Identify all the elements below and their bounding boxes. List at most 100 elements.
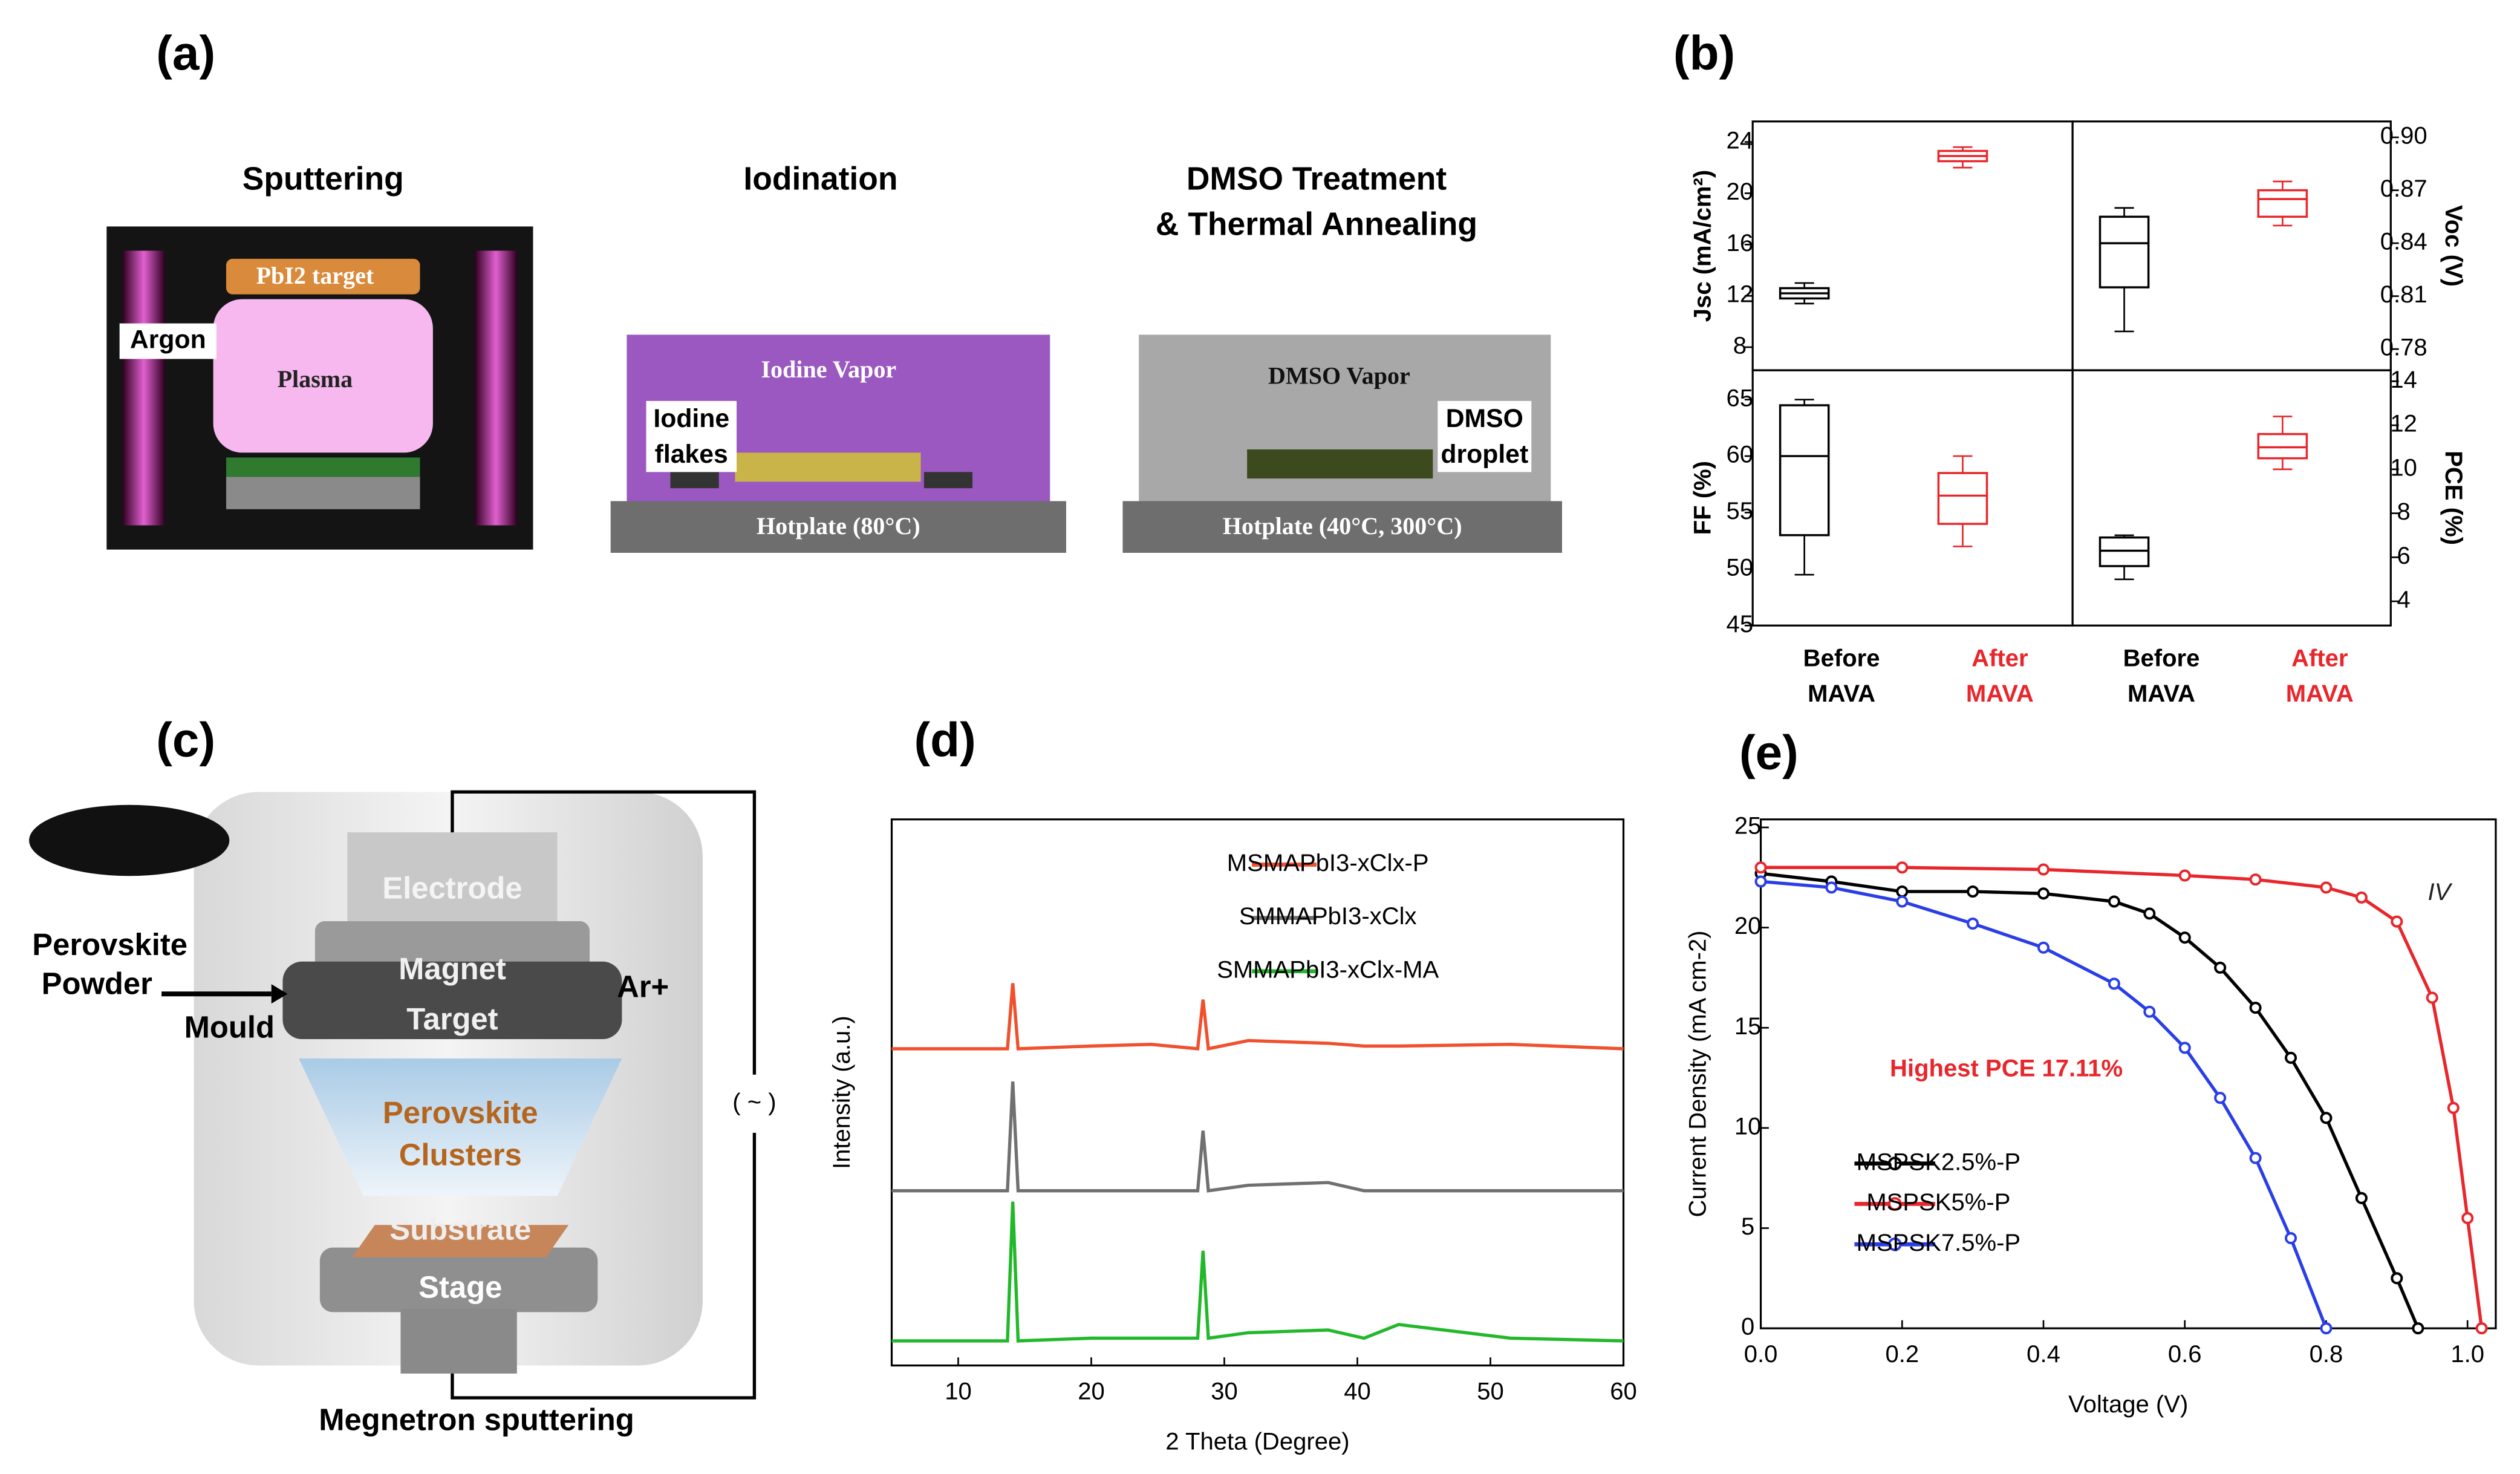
plot-frame <box>890 818 1625 1367</box>
diagram-label: Substrate <box>389 1211 531 1246</box>
diagram-caption: Megnetron sputtering <box>319 1402 634 1436</box>
marker <box>2143 1005 2156 1018</box>
y-axis-label: PCE (%) <box>2440 451 2467 545</box>
x-axis-label: Voltage (V) <box>2068 1391 2188 1418</box>
label-box <box>1437 400 1532 472</box>
legend-label: MSPSK2.5%-P <box>1857 1149 2021 1175</box>
marker <box>2412 1322 2424 1335</box>
plot-frame <box>1759 818 2497 1329</box>
y-tick-label: 8 <box>1733 333 1747 359</box>
dmso-chamber <box>1122 334 1563 553</box>
legend-label: MSPSK5%-P <box>1866 1189 2010 1216</box>
marker <box>2178 1042 2191 1054</box>
marker <box>2214 1092 2227 1104</box>
y-tick-label: 10 <box>1734 1113 1762 1140</box>
marker <box>2037 863 2050 876</box>
series-line <box>1760 872 2420 1329</box>
y-tick-label: 12 <box>1727 281 1754 308</box>
step-title: Sputtering <box>243 161 404 197</box>
x-tick-label: 0.6 <box>2168 1341 2202 1368</box>
panel-label: (b) <box>1673 25 1735 80</box>
marker <box>2285 1051 2297 1064</box>
diagram-label: Powder <box>42 966 152 1000</box>
legend-label: SMMAPbI3-xClx-MA <box>1217 956 1439 983</box>
label-box <box>646 400 737 472</box>
panel-label: (e) <box>1739 725 1799 780</box>
y-tick-label: 15 <box>1734 1013 1762 1040</box>
diagram-label: Target <box>406 1002 498 1036</box>
y-tick-label: 8 <box>2397 498 2411 525</box>
marker <box>1896 895 1909 908</box>
marker <box>2108 895 2120 908</box>
y-tick-label: 0 <box>1741 1314 1754 1340</box>
diagram-label: Ar+ <box>617 970 669 1004</box>
chamber-label: Argon <box>130 325 206 354</box>
sputter-diagram <box>29 790 757 1400</box>
box <box>1779 404 1830 536</box>
x-tick-label: 0.2 <box>1885 1341 1919 1368</box>
marker <box>2108 977 2120 990</box>
chamber-label: Hotplate (80°C) <box>757 512 920 540</box>
x-tick-label: After MAVA <box>1966 645 2034 707</box>
x-tick-label: 60 <box>1610 1378 1637 1405</box>
diagram-label: Mould <box>184 1009 275 1044</box>
marker <box>2426 991 2438 1004</box>
panel-label: (c) <box>156 712 215 766</box>
y-tick-label: 5 <box>1741 1213 1754 1240</box>
chamber-label: Hotplate (40°C, 300°C) <box>1223 512 1462 540</box>
marker <box>2355 891 2368 904</box>
y-tick-label: 25 <box>1734 813 1762 840</box>
legend-label: MSMAPbI3-xClx-P <box>1227 850 1429 876</box>
marker <box>2320 1322 2333 1335</box>
marker <box>2355 1192 2368 1204</box>
x-tick-label: 50 <box>1477 1378 1504 1405</box>
y-tick-label: 0.78 <box>2380 334 2427 361</box>
chamber-label: Iodine <box>653 404 729 433</box>
legend-marker <box>1887 1197 1902 1211</box>
chamber-label: Iodine Vapor <box>761 356 896 383</box>
step-title: DMSO Treatment <box>1187 161 1447 197</box>
marker <box>2214 961 2227 974</box>
marker <box>2320 1112 2333 1124</box>
y-tick-label: 0.87 <box>2380 175 2427 202</box>
x-tick-label: Before MAVA <box>1803 645 1880 707</box>
y-tick-label: 24 <box>1727 127 1754 154</box>
panel-label: (a) <box>156 25 215 80</box>
box <box>2098 536 2150 567</box>
marker <box>1754 861 1767 874</box>
chamber-label: DMSO Vapor <box>1268 362 1410 390</box>
x-tick-label: 20 <box>1078 1378 1105 1405</box>
y-tick-label: 6 <box>2397 543 2411 569</box>
plot-frame <box>1751 120 2074 371</box>
chamber-label: PbI2 target <box>256 262 374 289</box>
marker <box>2447 1101 2460 1114</box>
series-line <box>1760 879 2328 1329</box>
marker <box>1754 875 1767 888</box>
marker <box>1967 885 1979 898</box>
label-box <box>119 323 217 359</box>
series-line <box>891 1201 1624 1343</box>
y-tick-label: 16 <box>1727 230 1754 256</box>
y-tick-label: 65 <box>1727 385 1754 411</box>
diagram-label: Perovskite <box>32 927 187 962</box>
x-tick-label: 0.0 <box>1744 1341 1778 1368</box>
marker <box>2285 1232 2297 1245</box>
x-tick-label: 1.0 <box>2450 1341 2484 1368</box>
legend-label: MSPSK7.5%-P <box>1857 1230 2021 1256</box>
marker <box>1967 917 1979 930</box>
chamber-label: flakes <box>655 440 728 469</box>
y-tick-label: 20 <box>1734 913 1762 939</box>
x-tick-label: 30 <box>1211 1378 1238 1405</box>
step-title: Iodination <box>743 161 897 197</box>
y-tick-label: 14 <box>2390 367 2417 393</box>
box <box>2257 432 2308 460</box>
x-tick-label: 0.8 <box>2310 1341 2343 1368</box>
x-axis-label: 2 Theta (Degree) <box>1165 1428 1349 1455</box>
marker <box>2391 1272 2403 1285</box>
marker <box>2178 869 2191 882</box>
legend-marker <box>1887 1237 1902 1251</box>
y-axis-label: FF (%) <box>1690 461 1716 535</box>
y-tick-label: 50 <box>1727 554 1754 581</box>
marker <box>1896 885 1909 898</box>
